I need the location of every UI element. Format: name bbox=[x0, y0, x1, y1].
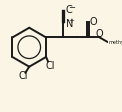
Text: −: − bbox=[68, 3, 75, 12]
Text: Cl: Cl bbox=[19, 71, 28, 81]
Text: methyl: methyl bbox=[109, 40, 122, 45]
Text: N: N bbox=[66, 19, 74, 29]
Text: C: C bbox=[66, 5, 73, 15]
Text: +: + bbox=[69, 18, 75, 24]
Text: O: O bbox=[95, 28, 103, 38]
Text: O: O bbox=[90, 17, 97, 27]
Text: Cl: Cl bbox=[45, 60, 55, 70]
